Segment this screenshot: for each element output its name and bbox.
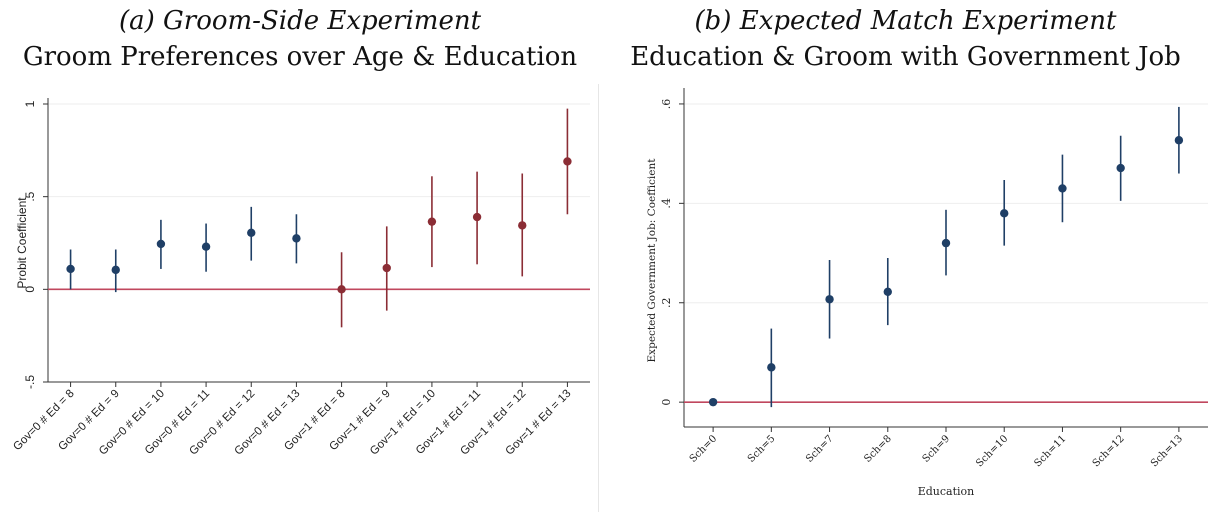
x-tick-label: Sch=12 [1091, 433, 1127, 469]
panel-b-title: (b) Expected Match Experiment [694, 6, 1117, 36]
coefficient-point [518, 221, 527, 230]
coefficient-point [292, 234, 301, 243]
y-tick-label: 0 [23, 286, 37, 293]
y-tick-label: .2 [660, 297, 673, 308]
x-tick-label: Sch=0 [688, 433, 720, 465]
y-tick-label: .4 [660, 198, 673, 209]
panel-a: (a) Groom-Side Experiment Groom Preferen… [0, 0, 600, 512]
y-tick-label: .6 [660, 99, 673, 110]
x-tick-label: Sch=5 [746, 433, 778, 465]
coefficient-point [941, 238, 951, 248]
coefficient-point [1058, 184, 1067, 193]
y-tick-label: 0 [660, 399, 673, 406]
coefficient-point [201, 242, 211, 251]
coefficient-point [883, 287, 892, 297]
y-tick-label: 1 [23, 100, 37, 107]
y-tick-label: -.5 [23, 375, 37, 389]
coefficient-point [1174, 136, 1184, 145]
y-axis-title: Probit Coefficient [15, 197, 29, 289]
coefficient-point [825, 295, 834, 304]
panel-b: (b) Expected Match Experiment Education … [600, 0, 1211, 512]
coefficient-point [66, 264, 75, 274]
x-axis-title: Education [918, 485, 975, 498]
coefficient-point [1000, 209, 1009, 218]
y-tick-label: .5 [23, 191, 37, 201]
x-tick-label: Sch=13 [1149, 433, 1185, 469]
coefficient-point [427, 217, 437, 226]
x-tick-label: Sch=9 [921, 433, 953, 465]
coefficient-point [472, 212, 482, 222]
coefficient-point [767, 363, 776, 372]
coefficient-point [247, 228, 256, 238]
coefficient-point [1116, 163, 1125, 173]
x-tick-label: Sch=7 [804, 433, 836, 465]
chart-b: 0 .2 .4 .6 Expected Government Job: Coeffici… [646, 88, 1208, 498]
coefficient-point [337, 285, 346, 294]
coefficient-point [156, 239, 166, 249]
coefficient-point [708, 397, 718, 407]
panel-a-title: (a) Groom-Side Experiment [118, 6, 482, 36]
panel-b-subtitle: Education & Groom with Government Job [630, 42, 1181, 72]
coefficient-point [563, 157, 572, 166]
coefficient-point [382, 263, 391, 273]
coefficient-point [111, 265, 120, 275]
panel-divider [598, 84, 599, 512]
y-axis-title: Expected Government Job: Coefficient [646, 158, 658, 363]
panel-a-subtitle: Groom Preferences over Age & Education [22, 42, 578, 72]
x-tick-label: Sch=11 [1033, 433, 1069, 469]
x-tick-label: Sch=8 [862, 433, 894, 465]
x-tick-label: Sch=10 [974, 433, 1010, 469]
